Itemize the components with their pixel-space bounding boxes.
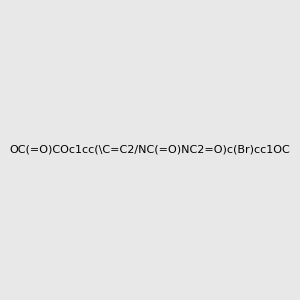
Text: OC(=O)COc1cc(\C=C2/NC(=O)NC2=O)c(Br)cc1OC: OC(=O)COc1cc(\C=C2/NC(=O)NC2=O)c(Br)cc1O… — [10, 145, 290, 155]
